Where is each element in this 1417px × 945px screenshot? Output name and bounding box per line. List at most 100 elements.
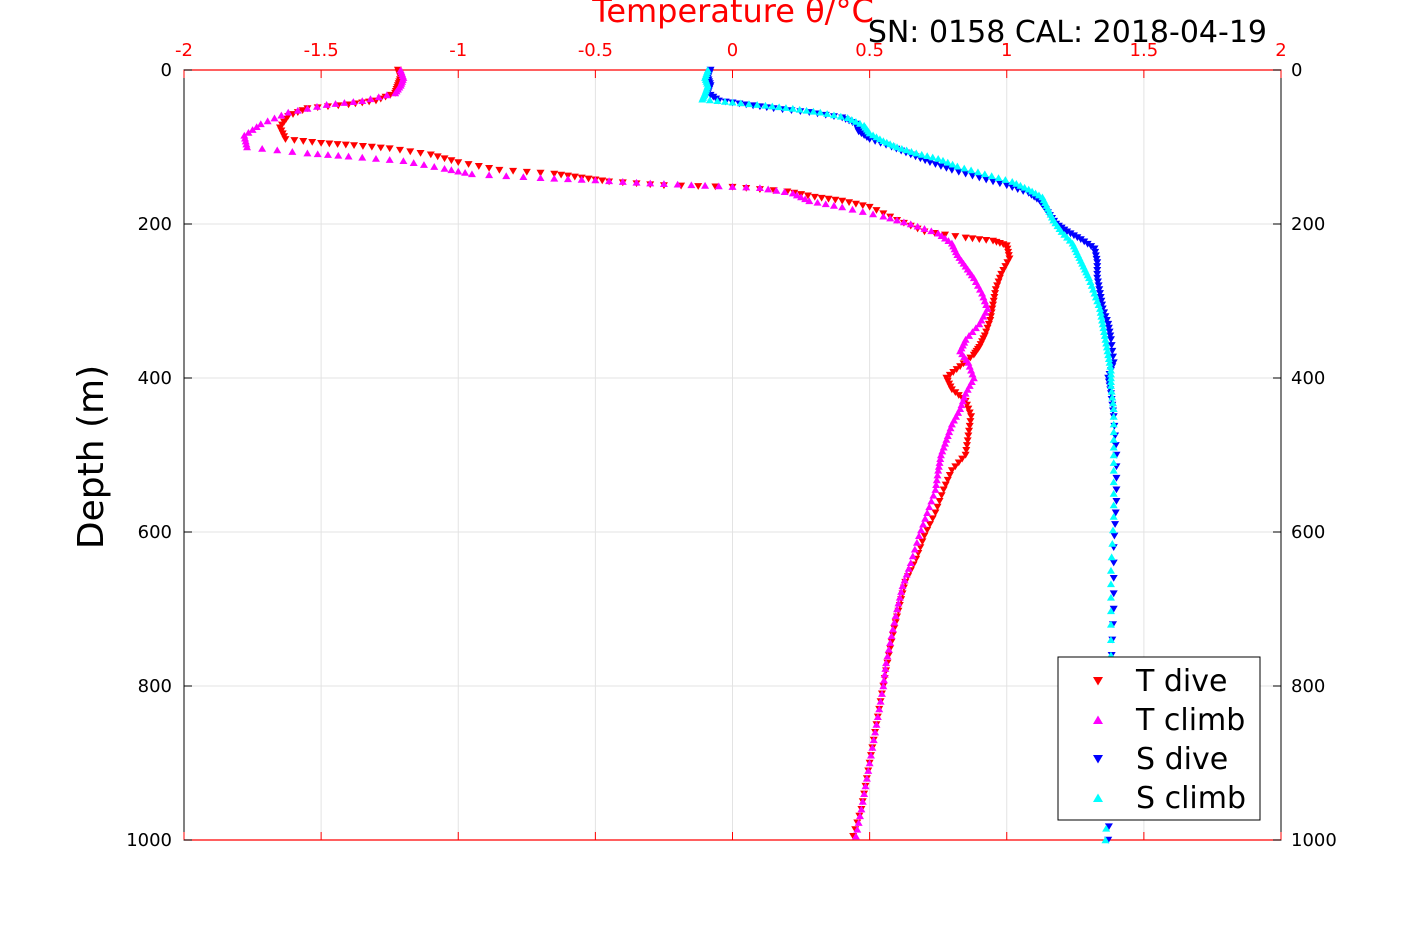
point-s-climb <box>816 108 825 116</box>
point-t-dive <box>961 451 970 459</box>
point-s-dive <box>1106 332 1115 340</box>
point-t-climb <box>881 665 890 672</box>
point-t-climb <box>879 682 888 690</box>
point-t-climb <box>877 690 886 697</box>
point-s-dive <box>1104 823 1113 831</box>
point-t-dive <box>865 203 874 211</box>
point-t-dive <box>803 192 812 200</box>
point-t-dive <box>858 202 867 210</box>
point-t-climb <box>968 328 977 335</box>
point-t-dive <box>990 293 999 301</box>
point-t-climb <box>879 212 888 220</box>
chart-subtitle: SN: 0158 CAL: 2018-04-19 <box>868 15 1267 50</box>
point-t-dive <box>918 538 927 546</box>
point-t-dive <box>325 140 334 148</box>
point-s-climb <box>953 162 962 170</box>
point-t-dive <box>454 159 463 166</box>
point-t-climb <box>701 181 710 189</box>
point-t-climb <box>797 193 806 201</box>
point-s-climb <box>1108 393 1117 401</box>
point-t-dive <box>570 173 579 181</box>
point-s-climb <box>1100 328 1109 335</box>
point-t-climb <box>270 114 279 122</box>
point-t-dive <box>308 138 317 146</box>
point-t-climb <box>854 819 863 826</box>
point-t-climb <box>862 774 871 782</box>
point-s-climb <box>1109 501 1118 509</box>
point-s-climb <box>851 117 860 125</box>
point-t-dive <box>920 532 929 540</box>
point-s-climb <box>720 97 729 105</box>
point-s-climb <box>768 102 777 110</box>
legend-marker-s-dive <box>1093 755 1103 764</box>
point-s-climb <box>980 170 989 178</box>
point-s-climb <box>1106 362 1115 370</box>
point-t-climb <box>687 181 696 189</box>
point-s-climb <box>761 101 770 109</box>
point-t-climb <box>409 159 418 166</box>
point-t-climb <box>882 659 891 667</box>
point-s-dive <box>1112 474 1121 482</box>
point-t-dive <box>991 286 1000 294</box>
point-t-dive <box>367 143 376 151</box>
point-t-climb <box>792 191 801 199</box>
point-t-dive <box>817 194 826 202</box>
point-s-climb <box>912 149 921 157</box>
point-s-dive <box>1093 263 1102 270</box>
point-s-dive <box>1106 336 1115 344</box>
point-s-climb <box>1109 451 1118 459</box>
point-t-climb <box>886 214 895 222</box>
point-s-climb <box>753 101 762 108</box>
point-t-dive <box>947 467 956 474</box>
point-t-dive <box>522 168 531 176</box>
point-t-dive <box>975 236 984 243</box>
point-t-dive <box>317 139 326 147</box>
point-s-dive <box>1073 234 1082 242</box>
point-s-climb <box>1101 335 1110 343</box>
point-s-climb <box>1101 836 1110 844</box>
y-tick-label-left: 200 <box>138 214 172 235</box>
point-s-dive <box>1095 290 1104 297</box>
point-s-climb <box>1106 366 1115 374</box>
y-tick-label-right: 0 <box>1291 60 1302 81</box>
point-s-dive <box>1107 342 1116 349</box>
point-s-climb <box>1103 347 1112 355</box>
point-t-climb <box>382 91 391 99</box>
x-tick-label: -0.5 <box>578 40 613 61</box>
legend-box <box>1057 656 1261 821</box>
legend-marker-t-dive <box>1093 677 1103 686</box>
point-t-climb <box>243 143 252 151</box>
x-tick-label: 2 <box>1275 40 1286 61</box>
point-t-climb <box>248 126 257 133</box>
point-t-climb <box>894 599 903 607</box>
point-s-dive <box>1109 559 1118 567</box>
point-t-dive <box>931 509 940 517</box>
point-s-climb <box>736 99 745 107</box>
point-s-dive <box>936 163 945 170</box>
y-tick-label-left: 0 <box>161 60 172 81</box>
point-t-dive <box>963 437 972 445</box>
point-s-climb <box>1106 382 1115 389</box>
point-t-climb <box>875 705 884 713</box>
y-tick-label-left: 400 <box>138 368 172 389</box>
point-t-climb <box>244 128 253 136</box>
point-t-climb <box>868 744 877 751</box>
point-t-climb <box>933 471 942 479</box>
x-tick-label: 0.5 <box>855 40 884 61</box>
point-s-climb <box>1109 405 1118 412</box>
point-t-climb <box>485 171 494 179</box>
point-t-climb <box>912 538 921 546</box>
point-s-climb <box>923 152 932 160</box>
point-s-dive <box>1111 521 1120 528</box>
legend-label-t-climb: T climb <box>1135 703 1245 738</box>
point-s-climb <box>1016 181 1025 189</box>
point-t-climb <box>742 183 751 191</box>
point-s-climb <box>1109 420 1118 428</box>
point-s-dive <box>1093 278 1102 286</box>
point-t-climb <box>860 790 869 797</box>
point-t-climb <box>780 188 789 196</box>
point-t-climb <box>917 526 926 534</box>
point-t-climb <box>904 564 913 572</box>
point-t-climb <box>240 131 249 139</box>
